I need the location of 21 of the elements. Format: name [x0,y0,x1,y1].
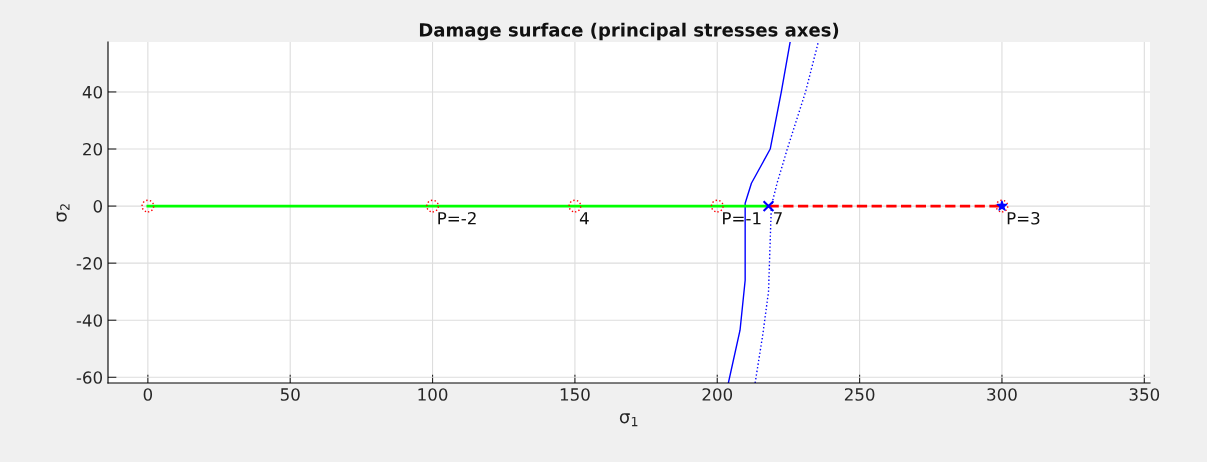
y-tick-label: -20 [76,257,103,270]
y-axis-title: σ$_{2}$ [56,204,70,222]
x-tick-label: 300 [987,388,1017,401]
chart-title: Damage surface (principal stresses axes) [419,22,839,41]
x-tick-label: 50 [280,388,300,401]
annotation: 4 [579,212,589,225]
annotation: P=-2 [438,211,476,225]
x-tick-label: 0 [143,388,153,401]
annotation: 7 [774,212,782,225]
x-axis-title: σ$_{1}$ [619,413,638,427]
x-tick-label: 350 [1129,388,1160,401]
x-tick-label: 250 [844,388,875,401]
y-tick-label: -40 [76,314,103,327]
y-tick-label: 40 [82,85,103,99]
y-tick-label: -60 [76,371,103,384]
x-tick-label: 200 [702,388,733,401]
x-tick-label: 150 [560,388,590,401]
y-tick-label: 20 [83,142,103,156]
x-tick-label: 100 [418,388,448,401]
annotation: P=3 [1007,211,1040,225]
y-tick-label: 0 [93,200,103,213]
